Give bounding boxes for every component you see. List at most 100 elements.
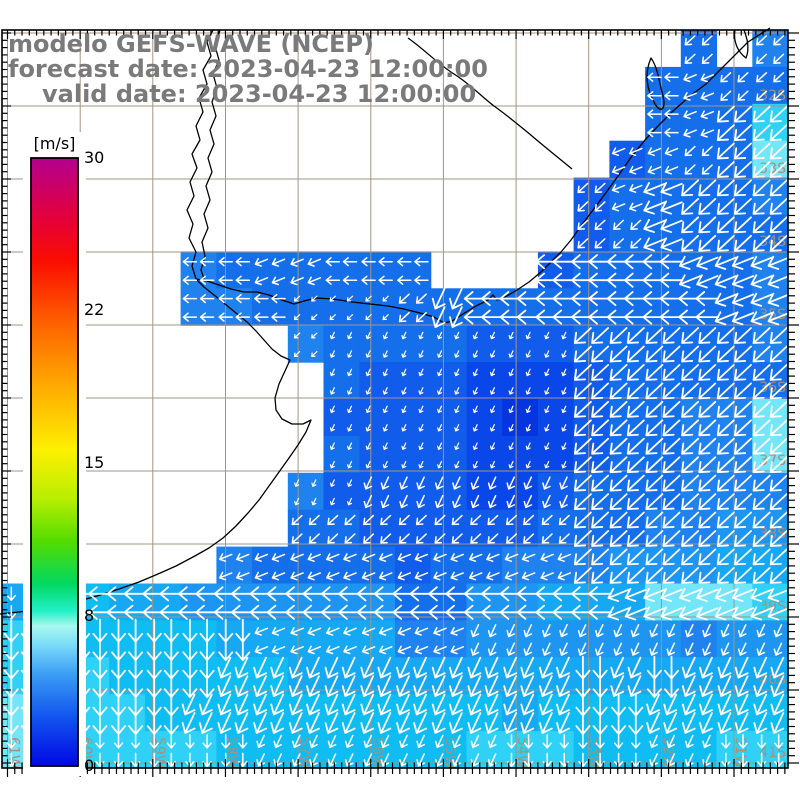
- wave-arrow: [324, 675, 339, 697]
- wave-arrow: [700, 110, 715, 120]
- wave-arrow: [645, 327, 664, 344]
- wave-arrow: [271, 293, 286, 304]
- wave-arrow: [595, 642, 604, 656]
- wave-arrow: [756, 35, 768, 46]
- wave-arrow: [662, 456, 681, 474]
- wave-arrow: [559, 734, 569, 749]
- wave-arrow: [503, 675, 518, 697]
- wave-arrow: [198, 712, 213, 734]
- wave-arrow: [734, 548, 752, 566]
- wave-arrow: [486, 553, 500, 562]
- wave-arrow: [645, 493, 664, 511]
- wave-arrow: [699, 693, 713, 716]
- wave-cell: [430, 362, 467, 400]
- wave-cell: [359, 620, 396, 658]
- wave-arrow: [235, 637, 251, 662]
- wave-arrow: [753, 693, 768, 716]
- wave-arrow: [413, 712, 427, 734]
- wave-arrow: [307, 627, 322, 636]
- wave-arrow: [544, 331, 550, 340]
- wave-arrow: [613, 624, 623, 638]
- wave-arrow: [591, 437, 610, 455]
- wave-arrow: [752, 216, 771, 234]
- wave-arrow: [769, 234, 788, 252]
- wave-arrow: [573, 511, 592, 529]
- wave-arrow: [627, 656, 642, 679]
- wave-arrow: [591, 419, 610, 437]
- wave-arrow: [559, 476, 568, 490]
- wave-arrow: [449, 693, 463, 716]
- wave-arrow: [344, 753, 354, 767]
- wave-arrow: [361, 275, 376, 285]
- wave-arrow: [505, 533, 518, 544]
- wave-arrow: [699, 656, 713, 679]
- wave-arrow: [752, 161, 771, 178]
- wave-arrow: [484, 712, 499, 734]
- wave-arrow: [365, 442, 371, 450]
- wave-arrow: [666, 734, 676, 749]
- wave-arrow: [437, 460, 443, 469]
- wave-arrow: [329, 350, 335, 358]
- wave-arrow: [95, 734, 105, 749]
- wave-arrow: [234, 656, 249, 679]
- wave-arrow: [254, 627, 269, 636]
- wave-arrow: [624, 606, 647, 621]
- wave-arrow: [681, 345, 700, 363]
- wave-arrow: [467, 656, 482, 679]
- wave-arrow: [431, 287, 446, 310]
- wave-arrow: [506, 624, 516, 638]
- wave-arrow: [293, 295, 301, 302]
- wave-arrow: [714, 606, 737, 621]
- wave-arrow: [508, 424, 514, 432]
- wave-arrow: [609, 345, 628, 363]
- wave-arrow: [347, 497, 353, 506]
- wave-cell: [252, 620, 289, 658]
- wave-arrow: [398, 311, 410, 323]
- wave-arrow: [561, 405, 567, 414]
- wave-arrow: [377, 693, 392, 716]
- wave-cell: [216, 620, 253, 658]
- wave-cell: [144, 694, 182, 732]
- wave-arrow: [698, 345, 717, 363]
- wave-arrow: [472, 387, 478, 395]
- coastline: [0, 27, 771, 615]
- wave-arrow: [503, 656, 518, 679]
- wave-arrow: [401, 350, 407, 358]
- wave-cell: [466, 435, 503, 474]
- wave-arrow: [270, 712, 285, 734]
- wave-arrow: [626, 363, 645, 381]
- wave-arrow: [288, 712, 303, 734]
- wave-arrow: [609, 363, 628, 381]
- wave-arrow: [450, 553, 464, 562]
- wave-arrow: [431, 306, 446, 328]
- wave-arrow: [523, 494, 533, 509]
- wave-arrow: [660, 200, 683, 215]
- wave-arrow: [449, 656, 463, 679]
- wave-arrow: [753, 656, 768, 679]
- wave-arrow: [695, 291, 720, 307]
- wave-arrow: [361, 553, 376, 562]
- wave-arrow: [753, 675, 768, 697]
- wave-arrow: [327, 533, 339, 544]
- wave-arrow: [646, 674, 662, 698]
- wave-arrow: [234, 712, 249, 734]
- wave-arrow: [645, 437, 664, 455]
- wave-arrow: [437, 368, 443, 377]
- wave-arrow: [401, 460, 407, 469]
- wave-arrow: [701, 35, 713, 46]
- wave-arrow: [311, 332, 318, 339]
- wave-arrow: [397, 257, 412, 267]
- wave-arrow: [452, 476, 461, 490]
- wave-arrow: [382, 424, 388, 432]
- wave-arrow: [769, 511, 788, 529]
- wave-arrow: [734, 675, 749, 697]
- wave-arrow: [525, 442, 531, 450]
- wave-arrow: [613, 238, 625, 249]
- wave-arrow: [681, 548, 700, 566]
- wave-cell: [323, 546, 360, 585]
- wave-arrow: [716, 382, 735, 400]
- wave-arrow: [734, 142, 752, 160]
- wave-arrow: [520, 675, 535, 697]
- wave-arrow: [329, 331, 335, 340]
- wave-arrow: [271, 312, 286, 322]
